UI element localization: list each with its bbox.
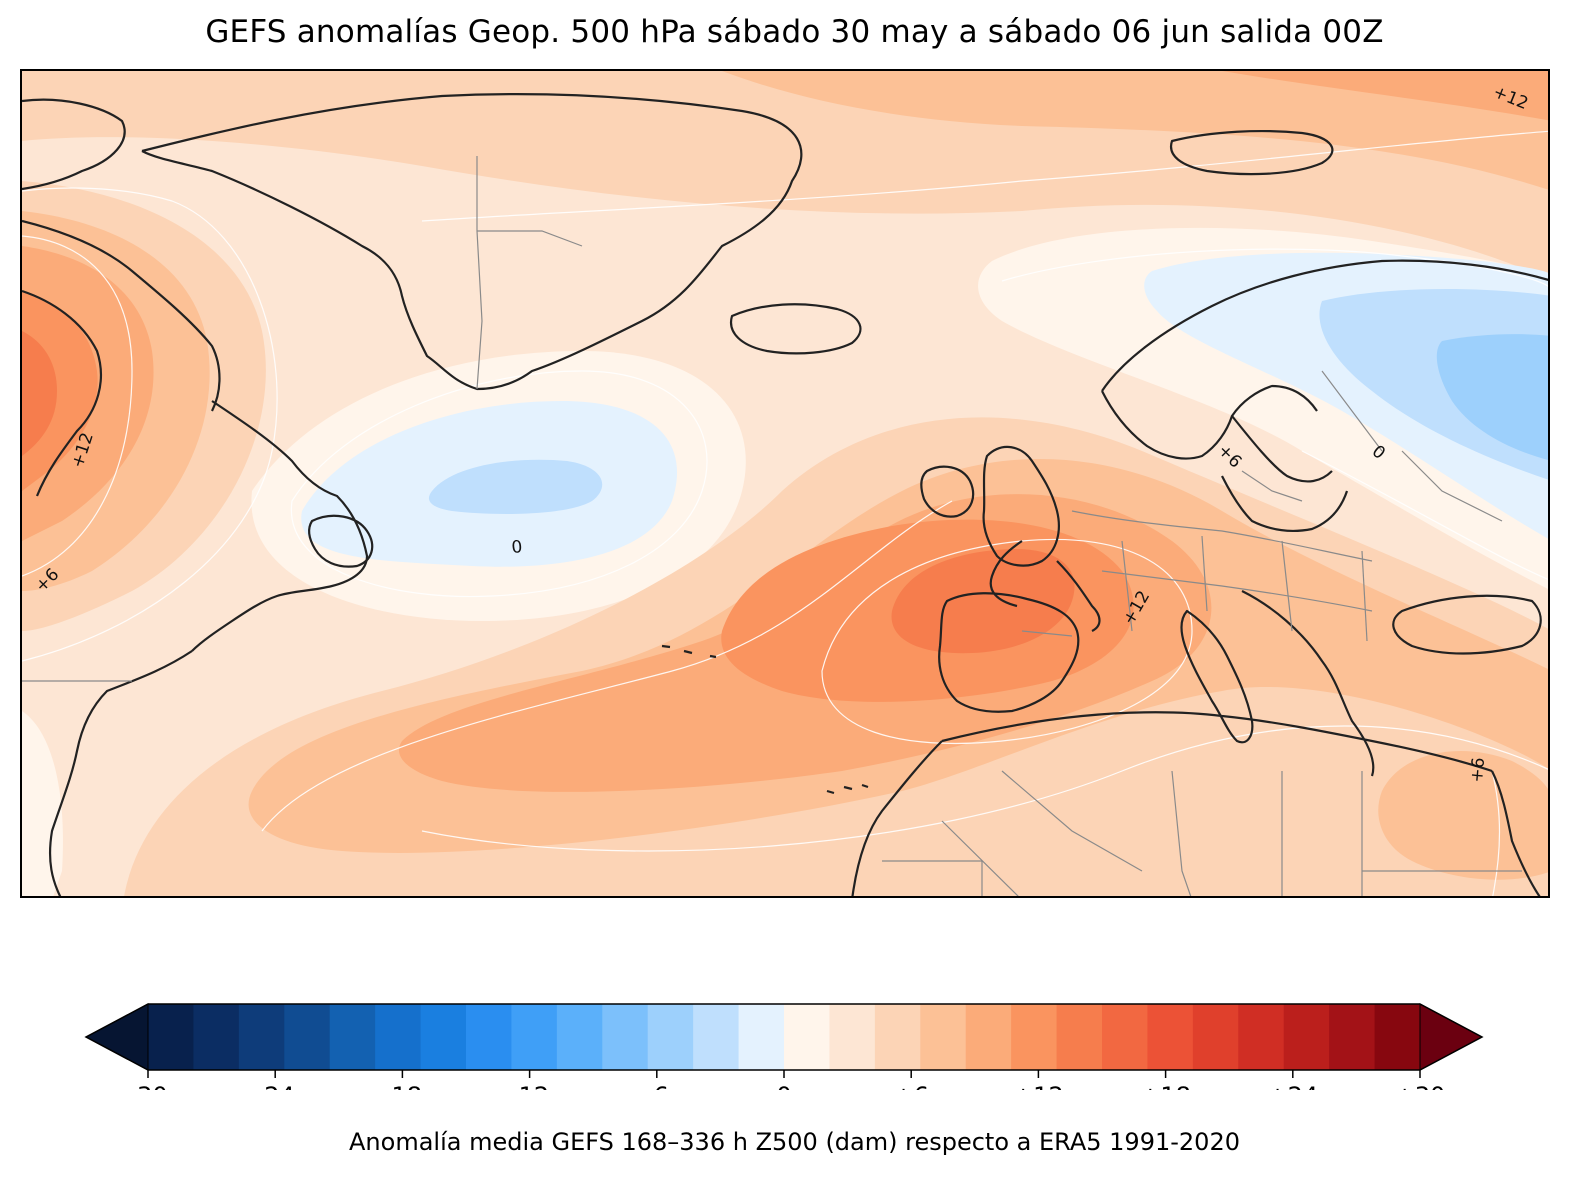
colorbar-tick-label: 0	[776, 1082, 791, 1090]
colorbar-bin	[511, 1004, 558, 1070]
colorbar-bin	[284, 1004, 331, 1070]
colorbar-bin	[420, 1004, 467, 1070]
colorbar-bin	[1102, 1004, 1149, 1070]
colorbar-tick-label: -12	[510, 1082, 549, 1090]
colorbar-bin	[1192, 1004, 1239, 1070]
colorbar-tick-label: -30	[128, 1082, 167, 1090]
colorbar-bin	[1329, 1004, 1376, 1070]
colorbar-bin	[784, 1004, 831, 1070]
colorbar-bin	[920, 1004, 967, 1070]
anomaly-fill	[22, 71, 1548, 896]
colorbar-bin	[1011, 1004, 1058, 1070]
anomaly-map: +12 +12 +6 0 +6 0 +12 +6	[22, 71, 1548, 896]
colorbar-bin	[693, 1004, 740, 1070]
colorbar-tick-label: +12	[1013, 1082, 1064, 1090]
contour-label: 0	[511, 537, 524, 558]
colorbar-bin	[965, 1004, 1012, 1070]
colorbar-bin	[1147, 1004, 1194, 1070]
colorbar-tick-label: -24	[256, 1082, 295, 1090]
colorbar-outline	[84, 1003, 1484, 1071]
colorbar-bin	[874, 1004, 921, 1070]
colorbar-tick-label: +24	[1267, 1082, 1318, 1090]
colorbar-bin	[602, 1004, 649, 1070]
colorbar-bin	[1056, 1004, 1103, 1070]
colorbar-bin	[556, 1004, 603, 1070]
map-panel: +12 +12 +6 0 +6 0 +12 +6	[20, 69, 1550, 898]
colorbar-bin	[466, 1004, 513, 1070]
colorbar-bin	[238, 1004, 285, 1070]
colorbar-bins	[148, 1004, 1421, 1070]
colorbar-bin	[375, 1004, 422, 1070]
colorbar-tick-label: -6	[645, 1082, 669, 1090]
colorbar-bin	[1238, 1004, 1285, 1070]
colorbar: -30 -24 -18 -12 -6 0 +6 +12 +18 +24 +30	[84, 1003, 1484, 1090]
colorbar-bin	[1283, 1004, 1330, 1070]
colorbar-bin	[148, 1004, 195, 1070]
colorbar-bin	[1374, 1004, 1421, 1070]
colorbar-tick-label: +30	[1395, 1082, 1446, 1090]
colorbar-bin	[829, 1004, 876, 1070]
colorbar-tick-labels: -30 -24 -18 -12 -6 0 +6 +12 +18 +24 +30	[128, 1082, 1445, 1090]
colorbar-tick-label: -18	[383, 1082, 422, 1090]
colorbar-extend-over	[1419, 1003, 1484, 1071]
colorbar-ticks	[147, 1070, 1421, 1078]
colorbar-extend-under	[84, 1003, 149, 1071]
colorbar-label: Anomalía media GEFS 168–336 h Z500 (dam)…	[349, 1128, 1240, 1156]
colorbar-bin	[647, 1004, 694, 1070]
colorbar-tick-label: +6	[894, 1082, 929, 1090]
colorbar-bin	[329, 1004, 376, 1070]
colorbar-bin	[193, 1004, 240, 1070]
political-borders	[22, 156, 1522, 896]
contour-label: +6	[1467, 757, 1489, 784]
coastlines	[22, 93, 1548, 896]
map-title: GEFS anomalías Geop. 500 hPa sábado 30 m…	[205, 14, 1384, 50]
colorbar-tick-label: +18	[1140, 1082, 1191, 1090]
contour-lines	[22, 130, 1548, 896]
colorbar-bin	[738, 1004, 785, 1070]
